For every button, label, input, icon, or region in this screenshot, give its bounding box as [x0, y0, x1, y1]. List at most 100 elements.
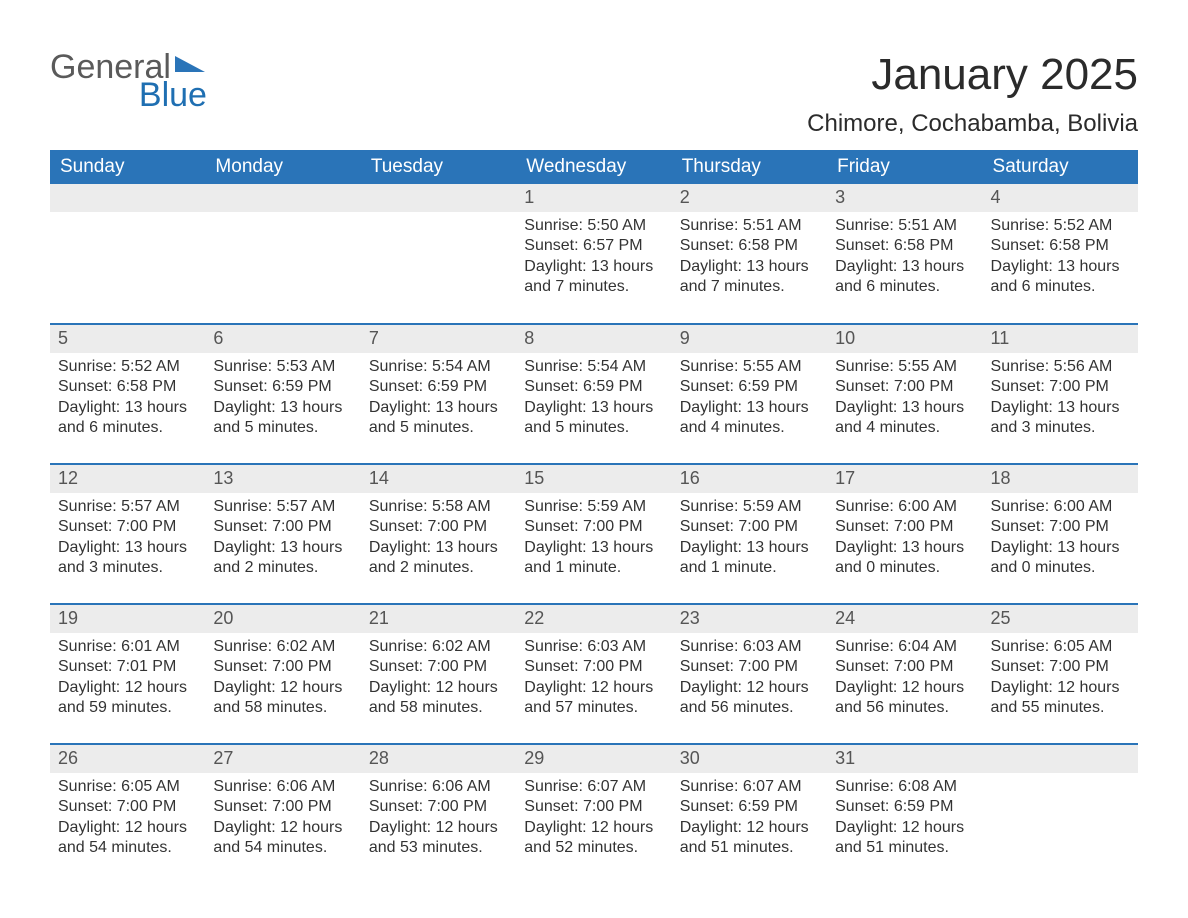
sunset-line: Sunset: 7:00 PM [213, 517, 352, 537]
calendar-day: 3 Sunrise: 5:51 AMSunset: 6:58 PMDaylight… [827, 184, 982, 324]
location-text: Chimore, Cochabamba, Bolivia [807, 110, 1138, 138]
calendar-day: 1Sunrise: 5:50 AMSunset: 6:57 PMDaylight… [516, 184, 671, 324]
day-number: 5 [50, 325, 205, 353]
day-details: Sunrise: 5:59 AMSunset: 7:00 PMDaylight:… [516, 493, 671, 589]
calendar-day: 27Sunrise: 6:06 AMSunset: 7:00 PMDayligh… [205, 744, 360, 884]
calendar-day: 26Sunrise: 6:05 AMSunset: 7:00 PMDayligh… [50, 744, 205, 884]
day-details: Sunrise: 5:57 AMSunset: 7:00 PMDaylight:… [50, 493, 205, 589]
day-number: 26 [50, 745, 205, 773]
day-details: Sunrise: 5:55 AMSunset: 7:00 PMDaylight:… [827, 353, 982, 449]
sunset-line: Sunset: 6:58 PM [835, 236, 974, 256]
calendar-day: 13Sunrise: 5:57 AMSunset: 7:00 PMDayligh… [205, 464, 360, 604]
calendar-day: 31Sunrise: 6:08 AMSunset: 6:59 PMDayligh… [827, 744, 982, 884]
day-details: Sunrise: 6:00 AMSunset: 7:00 PMDaylight:… [827, 493, 982, 589]
day-number: 31 [827, 745, 982, 773]
calendar-day: 15Sunrise: 5:59 AMSunset: 7:00 PMDayligh… [516, 464, 671, 604]
sunrise-line: Sunrise: 6:03 AM [524, 637, 663, 657]
day-details: Sunrise: 5:59 AMSunset: 7:00 PMDaylight:… [672, 493, 827, 589]
sunrise-line: Sunrise: 6:06 AM [213, 777, 352, 797]
daylight-line: Daylight: 13 hours and 6 minutes. [58, 398, 197, 439]
calendar-day: 22Sunrise: 6:03 AMSunset: 7:00 PMDayligh… [516, 604, 671, 744]
calendar-head: SundayMondayTuesdayWednesdayThursdayFrid… [50, 150, 1138, 184]
calendar-day: 8Sunrise: 5:54 AMSunset: 6:59 PMDaylight… [516, 324, 671, 464]
day-number: 6 [205, 325, 360, 353]
daylight-line: Daylight: 13 hours and 6 minutes. [991, 257, 1130, 298]
daylight-line: Daylight: 13 hours and 7 minutes. [680, 257, 819, 298]
daylight-line: Daylight: 12 hours and 51 minutes. [835, 818, 974, 859]
daylight-line: Daylight: 13 hours and 0 minutes. [835, 538, 974, 579]
day-details: Sunrise: 5:56 AMSunset: 7:00 PMDaylight:… [983, 353, 1138, 449]
brand-logo: General Blue [50, 50, 207, 112]
calendar-day: 29Sunrise: 6:07 AMSunset: 7:00 PMDayligh… [516, 744, 671, 884]
sunrise-line: Sunrise: 5:54 AM [369, 357, 508, 377]
calendar-day: 5Sunrise: 5:52 AMSunset: 6:58 PMDaylight… [50, 324, 205, 464]
sunset-line: Sunset: 7:00 PM [58, 517, 197, 537]
daylight-line: Daylight: 12 hours and 55 minutes. [991, 678, 1130, 719]
sunset-line: Sunset: 7:00 PM [680, 657, 819, 677]
sunset-line: Sunset: 7:00 PM [369, 657, 508, 677]
day-details: Sunrise: 6:02 AMSunset: 7:00 PMDaylight:… [361, 633, 516, 729]
sunset-line: Sunset: 7:00 PM [835, 517, 974, 537]
sunrise-line: Sunrise: 6:01 AM [58, 637, 197, 657]
day-number: 20 [205, 605, 360, 633]
calendar-week: 26Sunrise: 6:05 AMSunset: 7:00 PMDayligh… [50, 744, 1138, 884]
sunset-line: Sunset: 7:00 PM [58, 797, 197, 817]
calendar-week: 1Sunrise: 5:50 AMSunset: 6:57 PMDaylight… [50, 184, 1138, 324]
day-number: 2 [672, 184, 827, 212]
day-number: 9 [672, 325, 827, 353]
day-number: 3 [827, 184, 982, 212]
month-title: January 2025 [807, 50, 1138, 100]
daylight-line: Daylight: 13 hours and 5 minutes. [369, 398, 508, 439]
daylight-line: Daylight: 13 hours and 7 minutes. [524, 257, 663, 298]
calendar-table: SundayMondayTuesdayWednesdayThursdayFrid… [50, 150, 1138, 884]
sunset-line: Sunset: 7:01 PM [58, 657, 197, 677]
sunrise-line: Sunrise: 5:52 AM [991, 216, 1130, 236]
sunset-line: Sunset: 7:00 PM [213, 657, 352, 677]
calendar-day-empty [983, 744, 1138, 884]
sunset-line: Sunset: 7:00 PM [680, 517, 819, 537]
weekday-header: Friday [827, 150, 982, 184]
day-number: 24 [827, 605, 982, 633]
day-number [205, 184, 360, 212]
calendar-day: 14Sunrise: 5:58 AMSunset: 7:00 PMDayligh… [361, 464, 516, 604]
day-details: Sunrise: 6:03 AMSunset: 7:00 PMDaylight:… [672, 633, 827, 729]
sunrise-line: Sunrise: 6:05 AM [58, 777, 197, 797]
title-block: January 2025 Chimore, Cochabamba, Bolivi… [807, 50, 1138, 150]
day-details: Sunrise: 6:08 AMSunset: 6:59 PMDaylight:… [827, 773, 982, 869]
sunset-line: Sunset: 6:59 PM [835, 797, 974, 817]
day-number: 4 [983, 184, 1138, 212]
calendar-page: General Blue January 2025 Chimore, Cocha… [0, 0, 1188, 914]
sunrise-line: Sunrise: 6:05 AM [991, 637, 1130, 657]
day-number [50, 184, 205, 212]
day-details: Sunrise: 5:58 AMSunset: 7:00 PMDaylight:… [361, 493, 516, 589]
sunset-line: Sunset: 7:00 PM [213, 797, 352, 817]
sunset-line: Sunset: 6:59 PM [680, 377, 819, 397]
sunrise-line: Sunrise: 6:04 AM [835, 637, 974, 657]
day-number: 17 [827, 465, 982, 493]
calendar-day: 21Sunrise: 6:02 AMSunset: 7:00 PMDayligh… [361, 604, 516, 744]
sunrise-line: Sunrise: 6:00 AM [835, 497, 974, 517]
day-number: 28 [361, 745, 516, 773]
weekday-header: Tuesday [361, 150, 516, 184]
sunrise-line: Sunrise: 5:51 AM [835, 216, 974, 236]
day-details: Sunrise: 6:06 AMSunset: 7:00 PMDaylight:… [361, 773, 516, 869]
day-details: Sunrise: 6:03 AMSunset: 7:00 PMDaylight:… [516, 633, 671, 729]
sunrise-line: Sunrise: 5:58 AM [369, 497, 508, 517]
sunset-line: Sunset: 6:57 PM [524, 236, 663, 256]
weekday-header: Saturday [983, 150, 1138, 184]
weekday-header: Monday [205, 150, 360, 184]
sunset-line: Sunset: 7:00 PM [835, 377, 974, 397]
calendar-day: 23Sunrise: 6:03 AMSunset: 7:00 PMDayligh… [672, 604, 827, 744]
calendar-day: 17Sunrise: 6:00 AMSunset: 7:00 PMDayligh… [827, 464, 982, 604]
sunset-line: Sunset: 6:58 PM [58, 377, 197, 397]
sunrise-line: Sunrise: 5:51 AM [680, 216, 819, 236]
calendar-day: 24Sunrise: 6:04 AMSunset: 7:00 PMDayligh… [827, 604, 982, 744]
brand-text-2: Blue [139, 76, 207, 114]
calendar-week: 19Sunrise: 6:01 AMSunset: 7:01 PMDayligh… [50, 604, 1138, 744]
daylight-line: Daylight: 13 hours and 4 minutes. [680, 398, 819, 439]
calendar-day-empty [205, 184, 360, 324]
sunset-line: Sunset: 6:58 PM [680, 236, 819, 256]
daylight-line: Daylight: 12 hours and 57 minutes. [524, 678, 663, 719]
day-number: 12 [50, 465, 205, 493]
daylight-line: Daylight: 13 hours and 6 minutes. [835, 257, 974, 298]
